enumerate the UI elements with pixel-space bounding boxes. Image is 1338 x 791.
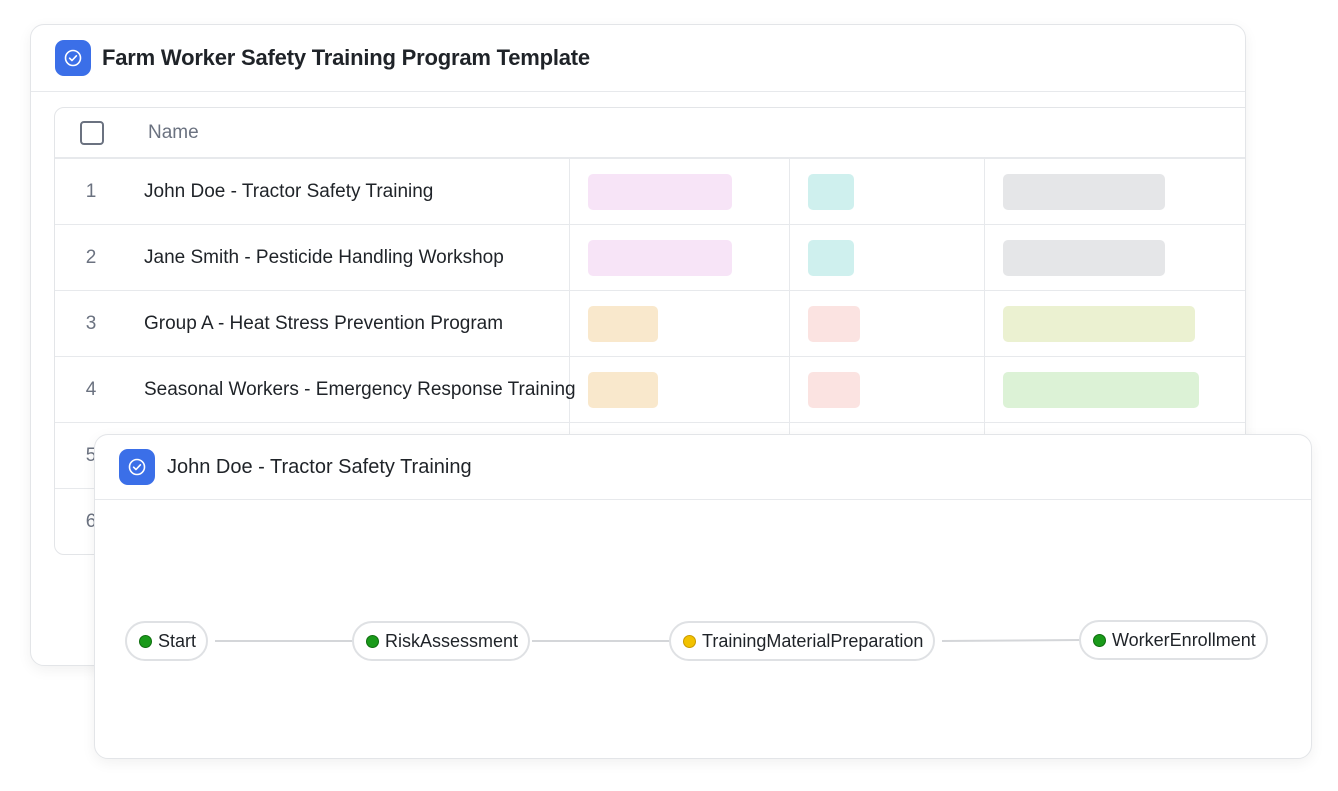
- table-row[interactable]: 2 Jane Smith - Pesticide Handling Worksh…: [55, 225, 1245, 291]
- check-circle-icon: [119, 449, 155, 485]
- page-title: Farm Worker Safety Training Program Temp…: [102, 45, 590, 70]
- status-pill[interactable]: [588, 240, 732, 276]
- status-dot: [366, 634, 379, 648]
- row-number: 5: [85, 444, 97, 466]
- row-number: 2: [85, 246, 97, 268]
- node-label: WorkerEnrollment: [1112, 629, 1256, 650]
- workflow-node-training-material-preparation[interactable]: TrainingMaterialPreparation: [669, 621, 936, 661]
- row-name[interactable]: John Doe - Tractor Safety Training: [144, 180, 434, 202]
- workflow-node-risk-assessment[interactable]: RiskAssessment: [352, 621, 531, 661]
- workflow-node-start[interactable]: Start: [125, 621, 209, 661]
- status-pill[interactable]: [1003, 306, 1195, 342]
- workflow-header: John Doe - Tractor Safety Training: [95, 435, 1311, 500]
- row-number: 1: [85, 180, 97, 202]
- table-row[interactable]: 1 John Doe - Tractor Safety Training: [55, 159, 1245, 225]
- row-number: 3: [85, 312, 97, 334]
- row-number: 6: [85, 510, 97, 532]
- table-row[interactable]: 3 Group A - Heat Stress Prevention Progr…: [55, 291, 1245, 357]
- status-dot: [683, 634, 696, 648]
- node-label: Start: [158, 630, 197, 651]
- select-all-checkbox[interactable]: [80, 120, 104, 145]
- status-pill[interactable]: [808, 306, 860, 342]
- workflow-card: John Doe - Tractor Safety Training Start…: [94, 434, 1312, 759]
- status-pill[interactable]: [588, 372, 658, 408]
- row-number: 4: [85, 378, 97, 400]
- table-row[interactable]: 4 Seasonal Workers - Emergency Response …: [55, 357, 1245, 423]
- status-pill[interactable]: [808, 372, 860, 408]
- workflow-title: John Doe - Tractor Safety Training: [167, 455, 472, 478]
- node-label: RiskAssessment: [385, 630, 519, 651]
- row-name[interactable]: Group A - Heat Stress Prevention Program: [144, 312, 504, 334]
- status-dot: [139, 634, 152, 648]
- status-pill[interactable]: [588, 174, 732, 210]
- table-row[interactable]: 6: [55, 489, 1245, 554]
- workflow-connectors: [215, 639, 1081, 642]
- status-pill[interactable]: [588, 306, 658, 342]
- status-pill[interactable]: [1003, 174, 1165, 210]
- workflow-diagram: Start RiskAssessment TrainingMaterialPre…: [95, 500, 1311, 758]
- status-pill[interactable]: [808, 240, 854, 276]
- table-header: Name: [55, 108, 1245, 159]
- check-circle-icon: [55, 40, 91, 76]
- status-dot: [1093, 633, 1106, 647]
- node-label: TrainingMaterialPreparation: [702, 630, 924, 651]
- connector-line: [941, 639, 1081, 642]
- status-pill[interactable]: [1003, 240, 1165, 276]
- status-pill[interactable]: [1003, 372, 1199, 408]
- row-name[interactable]: Jane Smith - Pesticide Handling Workshop: [144, 246, 504, 268]
- workflow-node-worker-enrollment[interactable]: WorkerEnrollment: [1079, 620, 1268, 660]
- status-pill[interactable]: [808, 174, 854, 210]
- template-header: Farm Worker Safety Training Program Temp…: [31, 25, 1245, 92]
- column-header-name[interactable]: Name: [148, 121, 199, 143]
- row-name[interactable]: Seasonal Workers - Emergency Response Tr…: [144, 378, 576, 400]
